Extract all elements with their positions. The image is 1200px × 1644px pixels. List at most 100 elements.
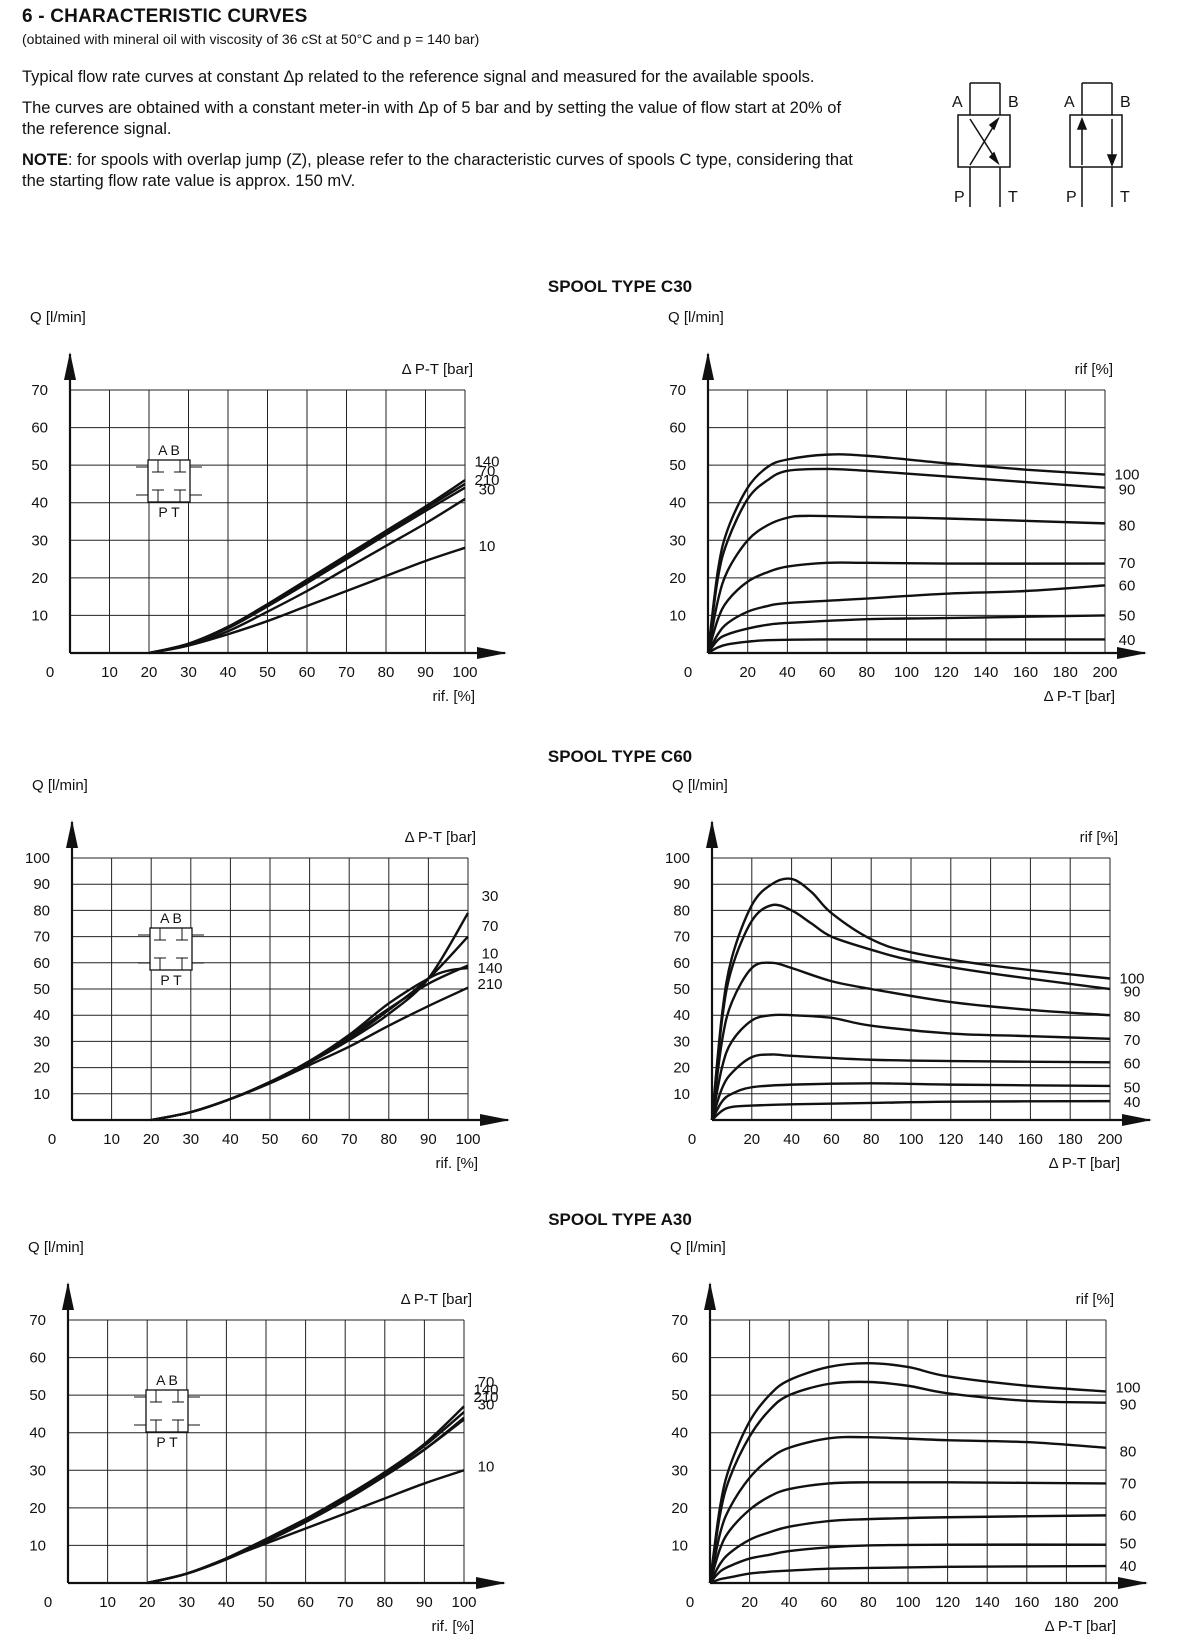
x-tick-label: 30	[180, 664, 197, 681]
x-axis-arrow	[1117, 647, 1147, 659]
y-tick-label: 30	[673, 1033, 690, 1050]
schematic-right-label-a: A	[1064, 94, 1075, 111]
y-tick-label: 60	[31, 420, 48, 437]
legend-title: rif [%]	[1075, 361, 1113, 378]
y-tick-label: 10	[31, 607, 48, 624]
x-tick-label: 120	[935, 1594, 960, 1611]
series-label-60: 60	[1124, 1056, 1141, 1073]
y-tick-label: 10	[33, 1086, 50, 1103]
x-tick-label: 90	[420, 1131, 437, 1148]
x-tick-label: 80	[380, 1131, 397, 1148]
x-axis-title: rif. [%]	[435, 1155, 478, 1172]
y-axis-title: Q [l/min]	[32, 777, 88, 794]
intro-paragraph-1: Typical flow rate curves at constant Δp …	[22, 68, 815, 86]
x-tick-label: 50	[258, 1594, 275, 1611]
schematic-left-label-p: P	[954, 189, 965, 206]
series-label-70: 70	[1120, 1475, 1137, 1492]
x-tick-label: 10	[99, 1594, 116, 1611]
series-curve-100	[708, 1362, 1107, 1584]
series-label-210: 210	[474, 472, 499, 489]
x-axis-title: rif. [%]	[432, 688, 475, 705]
y-tick-label: 50	[31, 457, 48, 474]
y-tick-label: 20	[33, 1060, 50, 1077]
series-curve-50	[707, 614, 1106, 654]
y-tick-label: 60	[673, 955, 690, 972]
origin-label: 0	[44, 1594, 52, 1611]
series-label-140: 140	[473, 1382, 498, 1399]
x-tick-label: 50	[259, 664, 276, 681]
section-title-3: SPOOL TYPE A30	[548, 1210, 692, 1229]
series-curve-60	[710, 1053, 1111, 1121]
y-tick-label: 60	[671, 1350, 688, 1367]
series-label-70: 70	[479, 463, 496, 480]
spool-box	[145, 1389, 189, 1433]
series-curve-210	[148, 486, 466, 655]
x-tick-label: 10	[101, 664, 118, 681]
x-tick-label: 60	[819, 664, 836, 681]
series-curve-70	[710, 1013, 1111, 1121]
inset-top-label: A B	[160, 910, 182, 926]
series-curve-100	[706, 453, 1106, 654]
y-tick-label: 30	[671, 1462, 688, 1479]
series-label-50: 50	[1119, 607, 1136, 624]
legend-title: rif [%]	[1076, 1291, 1114, 1308]
series-curve-70	[706, 561, 1106, 654]
y-tick-label: 90	[673, 876, 690, 893]
x-axis-title: Δ P-T [bar]	[1045, 1618, 1116, 1635]
series-curve-90	[710, 903, 1111, 1121]
legend-title: Δ P-T [bar]	[405, 829, 476, 846]
x-tick-label: 80	[858, 664, 875, 681]
x-tick-label: 40	[222, 1131, 239, 1148]
x-tick-label: 100	[455, 1131, 480, 1148]
series-curve-10	[148, 546, 466, 655]
valve-symbol-parallel	[1069, 82, 1123, 207]
y-tick-label: 10	[669, 607, 686, 624]
y-tick-label: 40	[673, 1007, 690, 1024]
series-label-100: 100	[1115, 1380, 1140, 1397]
x-tick-label: 100	[451, 1594, 476, 1611]
series-curve-100	[710, 877, 1111, 1121]
y-tick-label: 30	[669, 532, 686, 549]
inset-top-label: A B	[158, 442, 180, 458]
series-label-60: 60	[1120, 1507, 1137, 1524]
series-label-50: 50	[1120, 1536, 1137, 1553]
x-axis-arrow	[477, 647, 507, 659]
section-title-2: SPOOL TYPE C60	[548, 747, 692, 766]
x-tick-label: 180	[1053, 664, 1078, 681]
series-curve-210	[150, 986, 469, 1122]
page-title: 6 - CHARACTERISTIC CURVES	[22, 6, 308, 27]
x-axis-title: Δ P-T [bar]	[1049, 1155, 1120, 1172]
y-axis-arrow	[702, 352, 714, 380]
x-tick-label: 20	[143, 1131, 160, 1148]
y-tick-label: 50	[29, 1387, 46, 1404]
x-tick-label: 140	[978, 1131, 1003, 1148]
y-tick-label: 20	[29, 1500, 46, 1517]
chart-spool-type-c60-left: 10 20 30 40 50 60 70 80 90 1001020304050607080901…	[25, 777, 510, 1172]
x-tick-label: 80	[378, 664, 395, 681]
x-tick-label: 80	[376, 1594, 393, 1611]
x-tick-label: 60	[297, 1594, 314, 1611]
series-curve-40	[709, 1564, 1107, 1585]
y-tick-label: 40	[671, 1425, 688, 1442]
x-tick-label: 60	[299, 664, 316, 681]
page-subtitle: (obtained with mineral oil with viscosit…	[22, 31, 480, 47]
series-label-50: 50	[1124, 1079, 1141, 1096]
x-tick-label: 120	[934, 664, 959, 681]
y-tick-label: 80	[33, 902, 50, 919]
y-axis-title: Q [l/min]	[672, 777, 728, 794]
chart-spool-type-a30-left: 10 20 30 40 50 60 70 80 90 100 10 20 30 40 50 60 70 0 Q [l…	[28, 1239, 506, 1635]
x-tick-label: 40	[779, 664, 796, 681]
x-tick-label: 20	[141, 664, 158, 681]
series-label-80: 80	[1119, 517, 1136, 534]
origin-label: 0	[48, 1131, 56, 1148]
x-tick-label: 20	[743, 1131, 760, 1148]
spool-symbol-inset: A B P T	[134, 1372, 200, 1450]
x-tick-label: 70	[341, 1131, 358, 1148]
intro-paragraph-2: The curves are obtained with a constant …	[22, 99, 842, 138]
chart-spool-type-c30-left: 10 20 30 40 50 60 70 80 90 100 10 20 30 40 50 60 70 0 Q [l…	[30, 309, 507, 705]
y-tick-label: 80	[673, 902, 690, 919]
x-tick-label: 40	[781, 1594, 798, 1611]
x-tick-label: 40	[783, 1131, 800, 1148]
y-tick-label: 50	[33, 981, 50, 998]
